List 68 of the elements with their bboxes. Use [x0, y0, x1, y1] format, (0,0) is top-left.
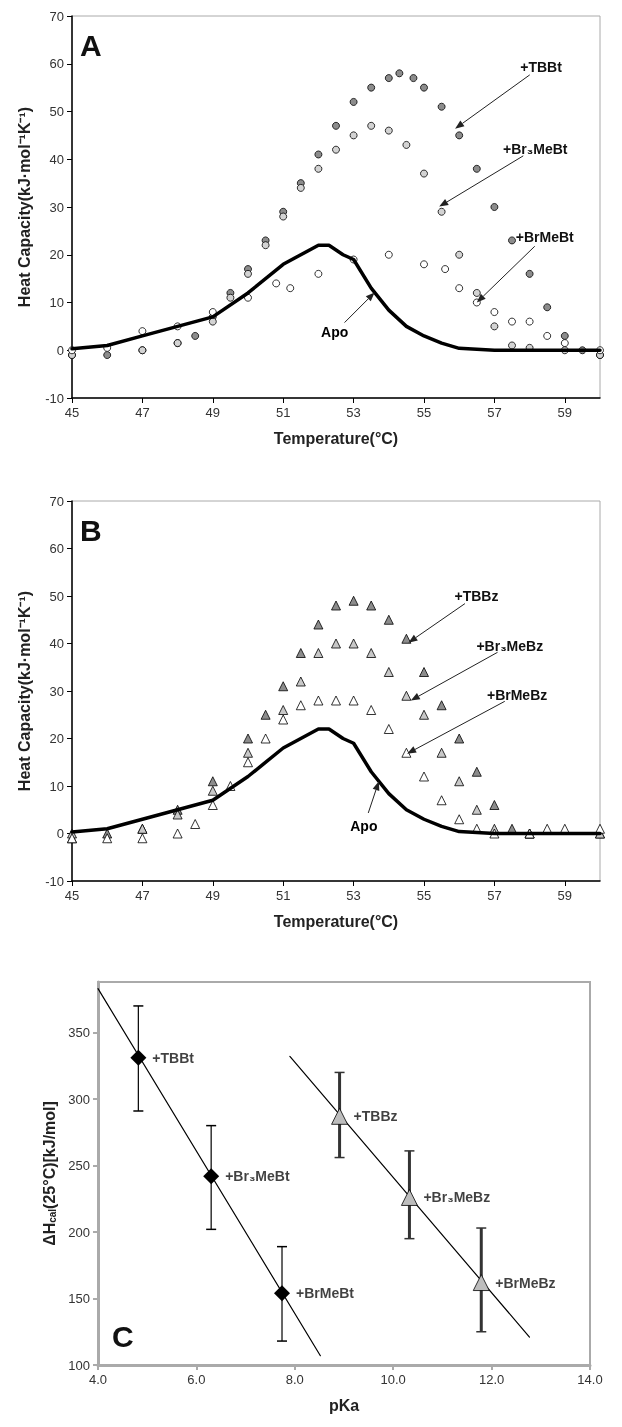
annotation: +TBBz	[353, 1108, 398, 1125]
y-tick-label: 150	[68, 1291, 90, 1307]
x-tick-label: 8.0	[285, 1372, 304, 1387]
y-tick-label: 350	[68, 1025, 90, 1041]
text: +Br₃MeBz	[476, 637, 544, 654]
y-axis-title: Heat Capacity(kJ·mol⁻¹K⁻¹)	[15, 106, 33, 308]
y-tick-label: 10	[49, 778, 64, 794]
y-tick-label: 100	[68, 1357, 90, 1373]
y-tick-label: -10	[45, 873, 64, 889]
series-label: Apo	[350, 818, 378, 835]
y-tick-label: 0	[56, 826, 64, 841]
text: Apo	[321, 324, 349, 341]
y-tick-label: 0	[56, 342, 64, 358]
x-tick-label: 45	[64, 405, 80, 420]
y-tick-label: 250	[68, 1158, 90, 1174]
text: +TBBt	[520, 58, 563, 75]
x-tick-label: 49	[205, 888, 221, 903]
annotation: +BrMeBz	[495, 1274, 556, 1291]
y-tick-label: 20	[49, 731, 64, 746]
y-tick-label: 30	[49, 199, 64, 215]
annotation: +Br₃MeBz	[423, 1189, 491, 1206]
x-tick-label: 6.0	[187, 1372, 206, 1387]
y-tick-label: 60	[49, 56, 64, 72]
x-tick-label: 14.0	[577, 1372, 603, 1387]
x-axis-title: pKa	[328, 1396, 360, 1414]
x-tick-label: 55	[416, 888, 432, 903]
y-tick-label: 10	[49, 295, 64, 310]
text: +BrMeBz	[486, 686, 548, 703]
y-tick-label: 200	[68, 1224, 90, 1240]
x-tick-label: 49	[205, 405, 221, 420]
x-tick-label: 59	[557, 405, 573, 420]
annotation: A	[80, 28, 102, 62]
text: +TBBz	[454, 587, 499, 604]
y-tick-label: 30	[49, 683, 64, 699]
text: +BrMeBt	[515, 228, 575, 245]
x-tick-label: 51	[275, 888, 291, 903]
x-axis-title: Temperature(°C)	[273, 912, 399, 930]
x-axis-title: Temperature(°C)	[273, 429, 399, 447]
y-tick-label: 70	[49, 8, 64, 24]
x-tick-label: 4.0	[88, 1372, 108, 1387]
annotation: +BrMeBt	[296, 1285, 355, 1302]
x-tick-label: 57	[487, 405, 502, 420]
y-tick-label: 70	[49, 493, 64, 509]
y-tick-label: 300	[68, 1091, 90, 1107]
annotation: +TBBt	[152, 1049, 195, 1066]
annotation: +Br₃MeBt	[225, 1168, 290, 1185]
y-tick-label: 50	[49, 104, 64, 119]
y-tick-label: 50	[49, 588, 64, 604]
x-tick-label: 10.0	[380, 1372, 406, 1387]
y-tick-label: -10	[45, 390, 64, 406]
y-tick-label: 20	[49, 247, 64, 263]
text: +Br₃MeBt	[503, 140, 568, 157]
y-tick-label: 40	[49, 636, 64, 651]
x-tick-label: 45	[64, 888, 80, 903]
x-tick-label: 47	[135, 888, 150, 903]
y-tick-label: 40	[49, 151, 64, 167]
annotation: C	[112, 1319, 134, 1353]
x-tick-label: 55	[416, 405, 432, 420]
x-tick-label: 51	[275, 405, 291, 420]
x-tick-label: 53	[346, 888, 361, 903]
x-tick-label: 12.0	[478, 1372, 505, 1387]
x-tick-label: 57	[487, 888, 502, 903]
x-tick-label: 59	[557, 888, 573, 903]
annotation: B	[80, 513, 102, 547]
x-tick-label: 47	[135, 405, 150, 420]
y-axis-title: Heat Capacity(kJ·mol⁻¹K⁻¹)	[15, 590, 33, 792]
x-tick-label: 53	[346, 405, 361, 420]
y-tick-label: 60	[49, 541, 64, 556]
